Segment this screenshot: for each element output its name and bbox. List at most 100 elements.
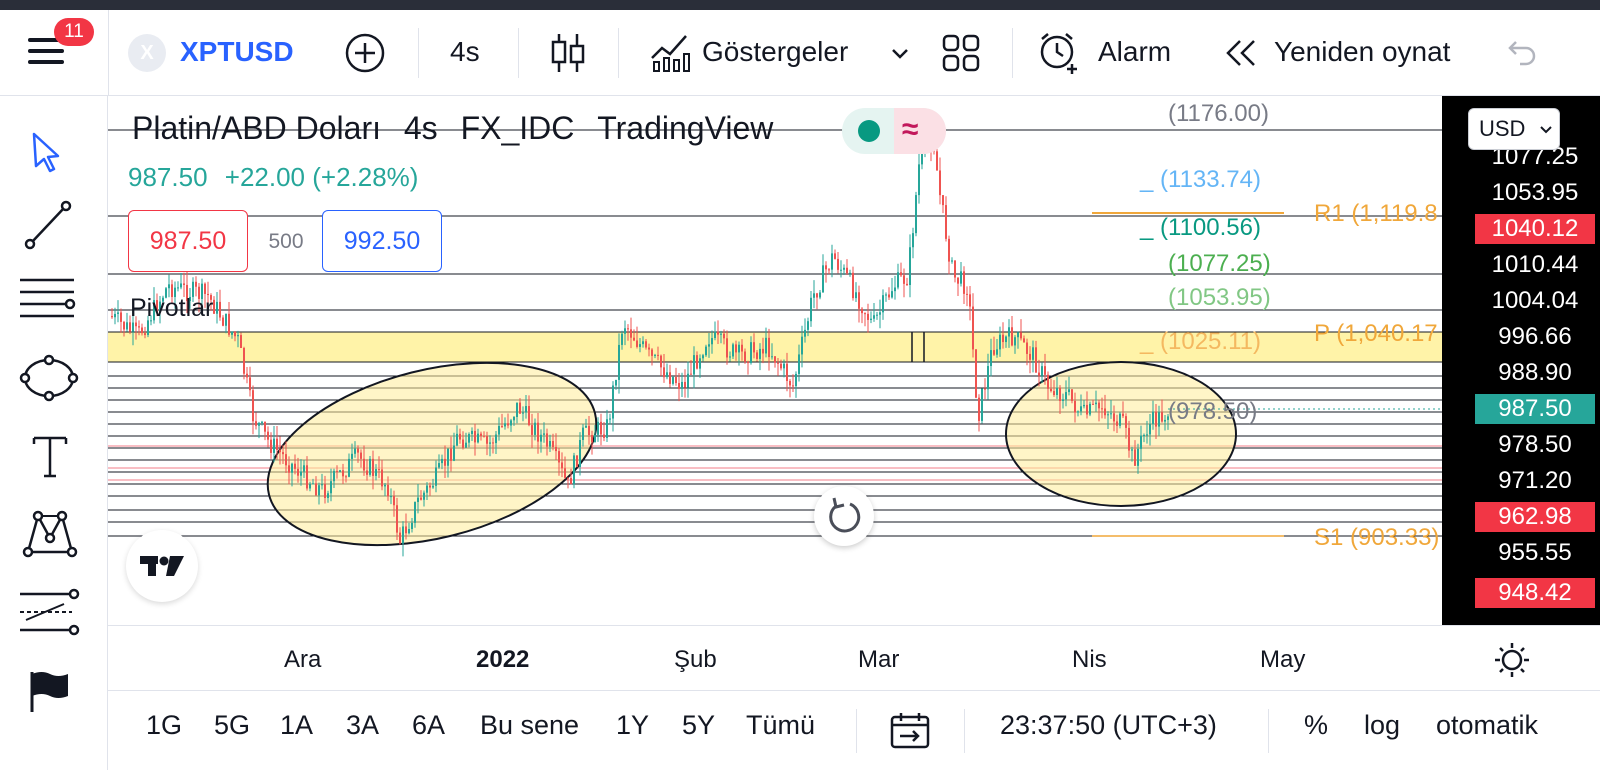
range-5d[interactable]: 5G <box>214 710 251 740</box>
candle-body <box>171 284 173 298</box>
log-toggle[interactable]: log <box>1364 710 1401 740</box>
candle-body <box>795 373 797 387</box>
flag-tool[interactable] <box>26 668 74 714</box>
candle-body <box>435 467 437 486</box>
candle-body <box>774 356 776 363</box>
chart-type-button[interactable] <box>548 30 588 76</box>
candle-body <box>630 329 632 338</box>
cursor-tool[interactable] <box>24 126 74 176</box>
candle-body <box>1071 389 1073 401</box>
candle-body <box>480 433 482 436</box>
fib-level-1176: (1176.00) <box>1168 100 1269 127</box>
candle-body <box>531 425 533 435</box>
chart-pane[interactable]: Platin/ABD Doları 4s FX_IDC TradingView … <box>108 96 1600 625</box>
candle-body <box>582 427 584 440</box>
candle-body <box>846 267 848 274</box>
candle-body <box>987 366 989 390</box>
candle-body <box>453 445 455 461</box>
fib-level-1100: _ (1100.56) <box>1140 214 1261 241</box>
candle-body <box>135 322 137 327</box>
auto-scale-toggle[interactable]: otomatik <box>1436 710 1539 740</box>
legend-exchange: FX_IDC <box>460 110 575 146</box>
range-1d[interactable]: 1G <box>146 710 183 740</box>
indicators-label: Göstergeler <box>702 36 849 67</box>
text-t-icon <box>32 436 68 478</box>
percent-toggle[interactable]: % <box>1304 710 1329 740</box>
range-ytd[interactable]: Bu sene <box>480 710 580 740</box>
time-scale[interactable]: Ara 2022 Şub Mar Nis May <box>108 625 1600 690</box>
layouts-button[interactable] <box>940 32 982 74</box>
timezone-clock[interactable]: 23:37:50 (UTC+3) <box>1000 710 1217 740</box>
candle-body <box>1068 389 1070 393</box>
candle-body <box>345 476 347 478</box>
range-6m[interactable]: 6A <box>412 710 446 740</box>
replay-button[interactable]: Yeniden oynat <box>1222 28 1472 78</box>
alert-button[interactable]: Alarm <box>1036 28 1186 78</box>
indicators-button[interactable]: Göstergeler <box>646 28 916 78</box>
candle-body <box>879 312 881 315</box>
price-label: 1010.44 <box>1475 250 1595 280</box>
delayed-icon: ≈ <box>902 113 919 146</box>
candle-body <box>867 313 869 320</box>
forecast-tool[interactable] <box>18 586 80 638</box>
candle-body <box>699 358 701 369</box>
candle-body <box>585 425 587 428</box>
price-label: 948.42 <box>1475 578 1595 608</box>
candle-body <box>822 265 824 293</box>
candle-body <box>381 469 383 487</box>
goto-date-button[interactable] <box>888 709 934 753</box>
candle-body <box>525 406 527 413</box>
currency-select[interactable]: USD <box>1468 108 1560 150</box>
price-chart[interactable] <box>108 96 1600 625</box>
time-label: May <box>1260 646 1306 673</box>
chart-settings-button[interactable] <box>1492 640 1532 680</box>
range-5y[interactable]: 5Y <box>682 710 716 740</box>
reset-chart-button[interactable] <box>814 486 874 546</box>
candle-body <box>600 421 602 435</box>
compare-button[interactable] <box>344 32 386 74</box>
candle-body <box>1107 414 1109 416</box>
fib-tool[interactable] <box>18 272 78 326</box>
price-scale[interactable]: 1077.25 1053.95 1040.12 1010.44 1004.04 … <box>1442 96 1600 625</box>
market-status-pill[interactable]: ≈ <box>842 108 946 154</box>
buy-button[interactable]: 992.50 <box>322 210 442 272</box>
candle-body <box>789 380 791 386</box>
price-label: 1004.04 <box>1475 286 1595 316</box>
menu-button[interactable]: 11 <box>22 18 94 76</box>
undo-button[interactable] <box>1502 34 1540 72</box>
candle-body <box>396 505 398 533</box>
range-all[interactable]: Tümü <box>746 710 816 740</box>
tradingview-logo[interactable] <box>126 530 198 602</box>
pattern-tool[interactable] <box>20 506 80 560</box>
candle-body <box>138 326 140 328</box>
candle-body <box>120 312 122 322</box>
range-3m[interactable]: 3A <box>346 710 380 740</box>
range-1m[interactable]: 1A <box>280 710 314 740</box>
legend-values: 987.50 +22.00 (+2.28%) <box>128 162 418 193</box>
shape-tool[interactable] <box>18 352 80 404</box>
candle-body <box>465 442 467 448</box>
currency-label: USD <box>1479 116 1526 141</box>
candle-body <box>378 469 380 471</box>
time-label: Mar <box>858 646 900 673</box>
fib-level-1053: (1053.95) <box>1168 284 1271 311</box>
candle-body <box>897 272 899 288</box>
candle-body <box>888 294 890 298</box>
range-1y[interactable]: 1Y <box>616 710 650 740</box>
text-tool[interactable] <box>28 432 72 480</box>
sell-button[interactable]: 987.50 <box>128 210 248 272</box>
replay-label: Yeniden oynat <box>1274 36 1451 67</box>
candle-body <box>510 420 512 426</box>
pivots-indicator-label[interactable]: Pivotlar <box>130 294 214 322</box>
candle-body <box>840 269 842 271</box>
candle-body <box>963 271 965 294</box>
tv-logo-icon <box>140 556 184 576</box>
fib-level-978: (978.50) <box>1168 398 1258 425</box>
interval-button[interactable]: 4s <box>450 36 480 67</box>
bottom-toolbar: 1G 5G 1A 3A 6A Bu sene 1Y 5Y Tümü 23:37:… <box>108 690 1600 770</box>
symbol-search[interactable]: XPTUSD <box>180 36 294 67</box>
candle-body <box>732 344 734 357</box>
candle-body <box>168 284 170 289</box>
trend-line-tool[interactable] <box>22 198 76 252</box>
candle-body <box>276 438 278 450</box>
